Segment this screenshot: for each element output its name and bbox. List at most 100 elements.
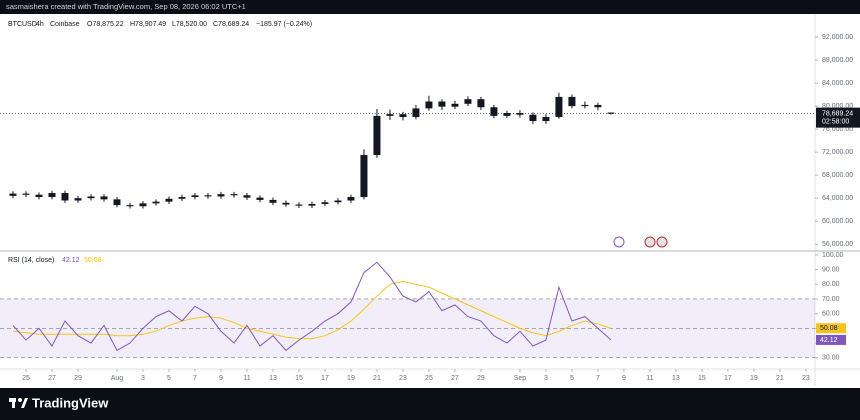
x-tick-label: 21 xyxy=(776,375,784,382)
y-tick-label: 76,000.00 xyxy=(822,126,853,133)
x-tick-label: 7 xyxy=(193,375,197,382)
value-badge xyxy=(816,334,846,345)
candle-body xyxy=(308,203,316,206)
candle-body xyxy=(139,203,147,207)
y-tick-label: 80.00 xyxy=(822,281,840,288)
y-tick-label: 92,000.00 xyxy=(822,34,853,41)
rsi-line xyxy=(12,261,612,352)
exchange: Coinbase xyxy=(50,21,80,28)
y-tick-label: 64,000.00 xyxy=(822,195,853,202)
candle-body xyxy=(503,113,511,116)
x-tick-label: 13 xyxy=(672,375,680,382)
candle-body xyxy=(529,114,537,122)
candle-body xyxy=(191,195,199,198)
x-tick-label: Aug xyxy=(111,375,124,382)
candle-body xyxy=(282,202,290,205)
candle-body xyxy=(594,104,602,108)
y-tick-label: 70.00 xyxy=(822,296,840,303)
x-tick-label: 25 xyxy=(425,375,433,382)
x-tick-label: 5 xyxy=(167,375,171,382)
candle-body xyxy=(399,114,407,118)
candle-body xyxy=(48,193,56,198)
x-tick-label: 19 xyxy=(347,375,355,382)
x-tick-label: 23 xyxy=(802,375,810,382)
x-tick-label: 13 xyxy=(269,375,277,382)
candle-body xyxy=(607,112,615,114)
chart-area xyxy=(0,14,860,388)
candle-body xyxy=(386,114,394,116)
logo xyxy=(9,398,28,408)
candle-body xyxy=(477,99,485,108)
candle-body xyxy=(295,204,303,206)
candle-body xyxy=(178,197,186,199)
candle-body xyxy=(165,198,173,202)
x-tick-label: 17 xyxy=(724,375,732,382)
ohlc-close: C78,689.24 xyxy=(213,21,249,28)
caption: sasmaishera created with TradingView.com… xyxy=(6,2,246,11)
candle-body xyxy=(568,96,576,107)
x-tick-label: 11 xyxy=(646,375,653,382)
ohlc-open: O78,875.22 xyxy=(87,21,124,28)
candle-body xyxy=(230,194,238,196)
y-tick-label: 56,000.00 xyxy=(822,241,853,248)
price-badge xyxy=(816,107,860,128)
candle-body xyxy=(542,117,550,122)
candle-body xyxy=(113,199,121,206)
rsi-ma-value: 50.08 xyxy=(84,257,102,264)
candle-body xyxy=(204,195,212,197)
rsi-value: 42.12 xyxy=(62,257,80,264)
price-label: 78,689.24 xyxy=(822,110,853,117)
y-tick-label: 80,000.00 xyxy=(822,103,853,110)
x-tick-label: 27 xyxy=(451,375,459,382)
candle-body xyxy=(581,104,589,107)
x-tick-label: 17 xyxy=(321,375,329,382)
x-tick-label: 3 xyxy=(544,375,548,382)
candle-body xyxy=(451,103,459,107)
symbol: BTCUSD xyxy=(8,21,37,28)
x-tick-label: 11 xyxy=(243,375,250,382)
candle-body xyxy=(321,202,329,204)
candle-body xyxy=(256,197,264,200)
candle-body xyxy=(61,193,69,201)
x-tick-label: 27 xyxy=(48,375,56,382)
candle-body xyxy=(243,195,251,198)
x-tick-label: 7 xyxy=(596,375,600,382)
x-tick-label: 29 xyxy=(477,375,485,382)
candle-body xyxy=(152,201,160,204)
candle-body xyxy=(22,193,30,195)
candle-body xyxy=(425,101,433,109)
candle-body xyxy=(126,205,134,207)
x-tick-label: 5 xyxy=(570,375,574,382)
y-tick-label: 88,000.00 xyxy=(822,57,853,64)
candle-body xyxy=(334,200,342,203)
x-tick-label: 9 xyxy=(219,375,223,382)
x-tick-label: 3 xyxy=(141,375,145,382)
x-tick-label: Sep xyxy=(514,375,527,382)
x-tick-label: 9 xyxy=(622,375,626,382)
ohlc-high: H78,907.49 xyxy=(130,21,166,28)
candle-body xyxy=(269,199,277,203)
candle-body xyxy=(35,194,43,198)
y-tick-label: 72,000.00 xyxy=(822,149,853,156)
y-tick-label: 90.00 xyxy=(822,266,840,273)
y-tick-label: 84,000.00 xyxy=(822,80,853,87)
value-badge-label: 42.12 xyxy=(820,337,838,344)
ohlc-low: L78,520.00 xyxy=(172,21,207,28)
value-badge xyxy=(816,323,846,334)
x-tick-label: 23 xyxy=(399,375,407,382)
candle-body xyxy=(490,107,498,116)
x-tick-label: 25 xyxy=(22,375,30,382)
rsi-line xyxy=(12,280,612,340)
candle-body xyxy=(9,193,17,196)
value-badge-label: 50.08 xyxy=(820,325,838,332)
x-tick-label: 21 xyxy=(373,375,381,382)
candle-body xyxy=(87,196,95,199)
x-tick-label: 15 xyxy=(698,375,706,382)
brand: TradingView xyxy=(32,395,109,410)
y-tick-label: 68,000.00 xyxy=(822,172,853,179)
candle-body xyxy=(217,194,225,197)
candle-body xyxy=(360,155,368,198)
y-tick-label: 100.00 xyxy=(822,252,844,259)
y-tick-label: 60.00 xyxy=(822,311,840,318)
